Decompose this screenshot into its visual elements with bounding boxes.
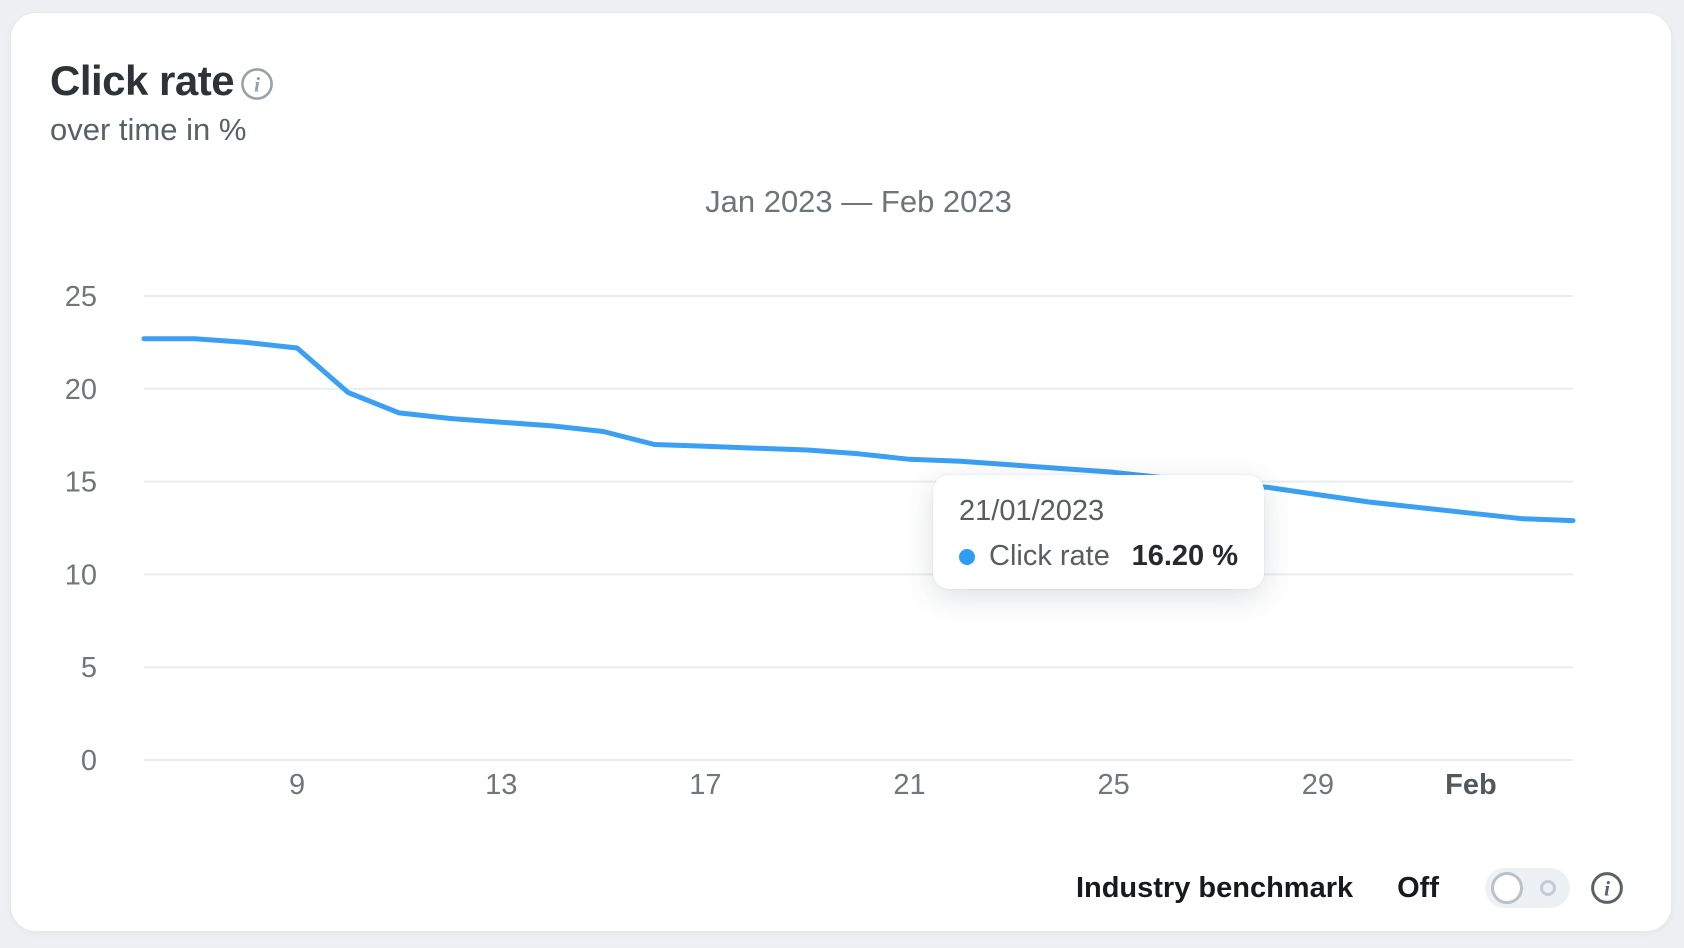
chart-tooltip: 21/01/2023 Click rate 16.20 % [933, 475, 1264, 589]
benchmark-toggle[interactable] [1485, 868, 1570, 908]
info-icon-glyph: i [1591, 872, 1623, 904]
y-axis-label: 0 [81, 745, 97, 777]
x-axis-label: 21 [893, 769, 925, 801]
x-axis-label: Feb [1445, 769, 1497, 801]
info-icon-glyph: i [241, 68, 273, 100]
benchmark-state-label: Off [1397, 871, 1439, 904]
benchmark-controls: Industry benchmark Off i [1076, 866, 1624, 910]
y-axis-label: 5 [81, 652, 97, 684]
card-title: Click rate [50, 57, 235, 104]
x-axis-label: 13 [485, 769, 517, 801]
benchmark-info-icon[interactable]: i [1590, 871, 1624, 905]
svg-text:i: i [254, 73, 260, 97]
tooltip-series-row: Click rate 16.20 % [959, 540, 1238, 573]
tooltip-series-label: Click rate [989, 540, 1110, 572]
y-axis-label: 25 [65, 281, 97, 313]
tooltip-value: 16.20 % [1131, 540, 1238, 572]
x-axis-label: 9 [289, 769, 305, 801]
tooltip-date: 21/01/2023 [959, 495, 1105, 527]
click-rate-card: Click rate i over time in % Jan 2023 — F… [10, 12, 1672, 932]
click-rate-line[interactable] [141, 336, 1576, 524]
y-axis-label: 10 [65, 559, 97, 591]
x-axis-label: 29 [1302, 769, 1334, 801]
click-rate-chart[interactable]: 0 5 10 15 20 25 9 13 17 21 25 29 Feb [11, 13, 1684, 948]
info-icon[interactable]: i [240, 67, 274, 101]
chart-date-range: Jan 2023 — Feb 2023 [705, 184, 1012, 219]
x-axis-label: 25 [1098, 769, 1130, 801]
industry-benchmark-label: Industry benchmark [1075, 871, 1354, 904]
toggle-off-ring-icon [1540, 880, 1556, 896]
svg-text:i: i [1604, 877, 1610, 901]
series-dot-icon [959, 548, 975, 565]
toggle-knob [1491, 872, 1523, 904]
card-subtitle: over time in % [50, 112, 247, 147]
y-axis-label: 20 [65, 374, 97, 406]
y-axis-label: 15 [65, 467, 97, 499]
x-axis-label: 17 [689, 769, 721, 801]
